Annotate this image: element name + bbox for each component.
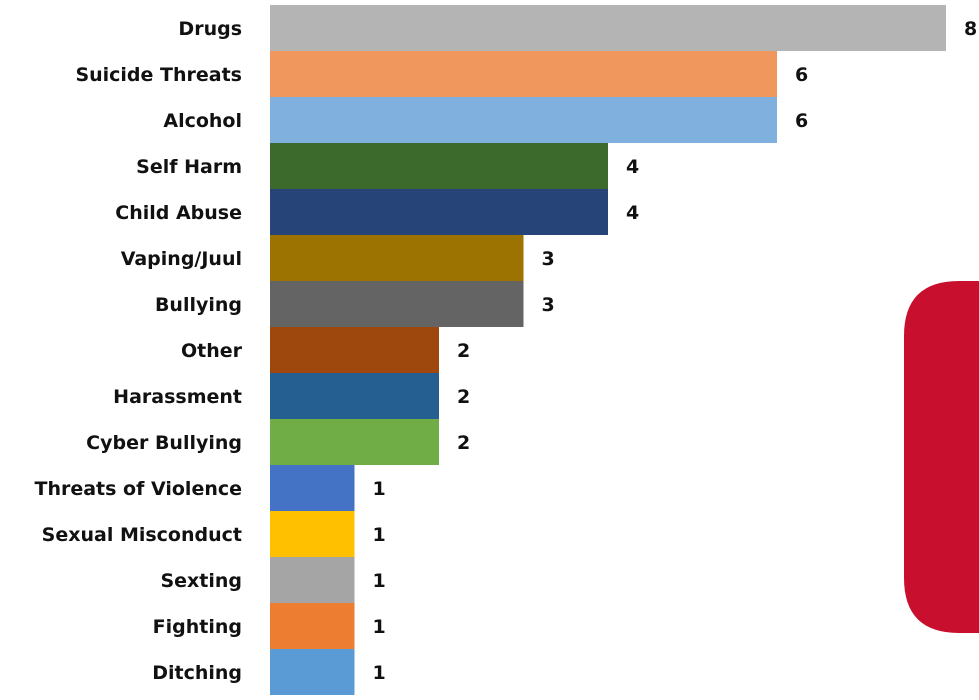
value-label-10: 1 bbox=[373, 478, 386, 500]
value-label-6: 3 bbox=[542, 294, 555, 316]
category-label-3: Self Harm bbox=[136, 156, 242, 178]
bar-14 bbox=[270, 649, 355, 695]
bar-9 bbox=[270, 419, 439, 465]
value-label-9: 2 bbox=[457, 432, 470, 454]
bars-layer bbox=[270, 5, 946, 695]
category-label-10: Threats of Violence bbox=[34, 478, 242, 500]
bar-5 bbox=[270, 235, 524, 281]
category-label-14: Ditching bbox=[152, 662, 242, 684]
category-label-6: Bullying bbox=[155, 294, 242, 316]
bar-11 bbox=[270, 511, 355, 557]
decorative-red-panel bbox=[904, 281, 979, 633]
category-label-4: Child Abuse bbox=[115, 202, 242, 224]
bar-2 bbox=[270, 97, 777, 143]
value-label-12: 1 bbox=[373, 570, 386, 592]
category-label-13: Fighting bbox=[153, 616, 242, 638]
bar-6 bbox=[270, 281, 524, 327]
bar-4 bbox=[270, 189, 608, 235]
value-label-3: 4 bbox=[626, 156, 639, 178]
category-label-9: Cyber Bullying bbox=[86, 432, 242, 454]
category-label-8: Harassment bbox=[113, 386, 242, 408]
value-label-8: 2 bbox=[457, 386, 470, 408]
value-label-2: 6 bbox=[795, 110, 808, 132]
bar-8 bbox=[270, 373, 439, 419]
category-labels-layer: Drugs Suicide Threats Alcohol Self Harm Chil… bbox=[34, 18, 242, 684]
bar-3 bbox=[270, 143, 608, 189]
category-label-12: Sexting bbox=[160, 570, 242, 592]
bar-10 bbox=[270, 465, 355, 511]
category-label-11: Sexual Misconduct bbox=[42, 524, 242, 546]
bar-13 bbox=[270, 603, 355, 649]
value-label-0: 8 bbox=[964, 18, 977, 40]
bar-12 bbox=[270, 557, 355, 603]
category-label-2: Alcohol bbox=[163, 110, 242, 132]
bar-0 bbox=[270, 5, 946, 51]
bar-1 bbox=[270, 51, 777, 97]
value-label-4: 4 bbox=[626, 202, 639, 224]
category-label-0: Drugs bbox=[178, 18, 242, 40]
category-label-5: Vaping/Juul bbox=[121, 248, 242, 270]
bar-7 bbox=[270, 327, 439, 373]
value-label-13: 1 bbox=[373, 616, 386, 638]
value-label-7: 2 bbox=[457, 340, 470, 362]
value-label-14: 1 bbox=[373, 662, 386, 684]
value-labels-layer: 8 6 6 4 4 3 3 2 2 2 1 1 1 1 1 bbox=[373, 18, 978, 684]
category-label-1: Suicide Threats bbox=[75, 64, 242, 86]
value-label-5: 3 bbox=[542, 248, 555, 270]
category-label-7: Other bbox=[181, 340, 243, 362]
value-label-1: 6 bbox=[795, 64, 808, 86]
value-label-11: 1 bbox=[373, 524, 386, 546]
